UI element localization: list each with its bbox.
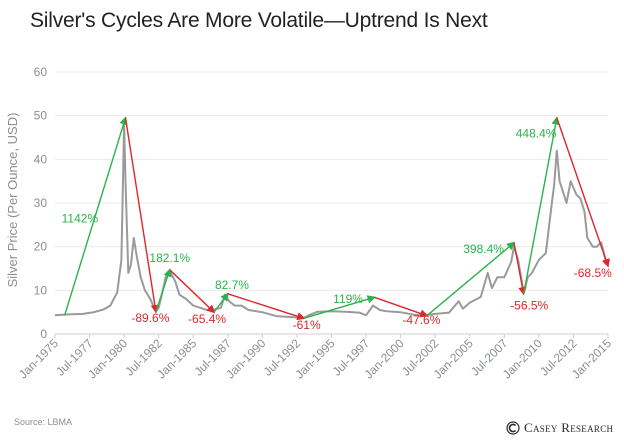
up-trend-arrow	[64, 116, 128, 316]
loss-label: -61%	[293, 318, 321, 332]
y-tick-label: 10	[34, 283, 48, 297]
down-trend-arrow	[374, 296, 429, 318]
up-trend-arrow	[303, 295, 376, 319]
y-tick-label: 30	[34, 196, 48, 210]
y-tick-label: 0	[40, 327, 47, 341]
down-trend-arrow	[227, 293, 306, 321]
y-tick-label: 20	[34, 240, 48, 254]
loss-label: -68.5%	[574, 266, 612, 280]
logo-text: Casey Research	[524, 420, 614, 435]
gain-label: 448.4%	[516, 127, 557, 141]
loss-label: -47.6%	[402, 313, 440, 327]
chart-title: Silver's Cycles Are More Volatile—Uptren…	[30, 9, 488, 32]
series-layer	[54, 123, 611, 319]
y-tick-label: 50	[34, 109, 48, 123]
gain-label: 119%	[333, 292, 363, 306]
gain-label: 82.7%	[215, 278, 249, 292]
gain-label: 182.1%	[149, 251, 190, 265]
down-trend-arrow	[124, 117, 160, 314]
down-trend-arrow	[169, 269, 216, 314]
up-trend-arrow	[522, 116, 560, 294]
up-trend-arrow	[213, 292, 229, 313]
casey-research-logo-icon	[506, 421, 520, 435]
trend-labels: 1142% -89.6% 182.1% -65.4% 82.7% -61% 119% -47.…	[62, 127, 612, 332]
y-tick-label: 60	[34, 65, 48, 79]
down-trend-arrow	[513, 242, 527, 296]
grid-lines	[55, 71, 608, 335]
axes: 0102030405060Jan-1975Jul-1977Jan-1980Jul…	[16, 65, 615, 382]
loss-label: -56.5%	[510, 299, 548, 313]
gain-label: 1142%	[62, 212, 99, 226]
source-note: Source: LBMA	[14, 417, 73, 427]
y-axis-label: Silver Price (Per Ounce, USD)	[5, 113, 20, 288]
loss-label: -65.4%	[188, 312, 226, 326]
up-trend-arrow	[155, 268, 172, 312]
casey-research-logo: Casey Research	[506, 420, 613, 436]
up-trend-arrow	[426, 241, 516, 317]
trend-arrows	[64, 116, 610, 321]
loss-label: -89.6%	[131, 311, 169, 325]
y-tick-label: 40	[34, 152, 48, 166]
gain-label: 398.4%	[463, 242, 504, 256]
down-trend-arrow	[556, 117, 610, 268]
silver-price-line	[54, 123, 611, 319]
x-tick-label: Jan-1975	[16, 336, 62, 382]
